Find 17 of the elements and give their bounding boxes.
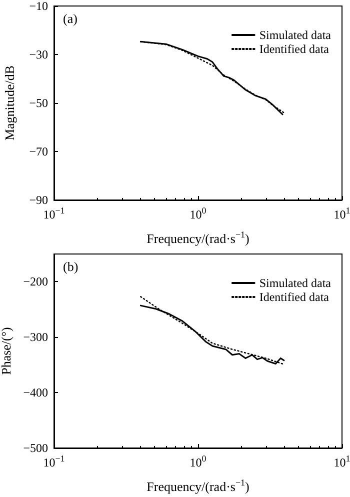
- y-axis-title: Phase/(°): [0, 327, 14, 375]
- annotation: (b): [63, 259, 78, 274]
- y-axis-title: Magnitude/dB: [2, 65, 17, 141]
- legend-label: Identified data: [259, 42, 330, 56]
- y-tick-label: −500: [23, 441, 48, 455]
- y-tick-label: −400: [23, 386, 48, 400]
- y-tick-label: −50: [29, 96, 48, 110]
- y-tick-label: −90: [29, 193, 48, 207]
- legend-label: Simulated data: [259, 28, 332, 42]
- legend-label: Simulated data: [259, 276, 332, 290]
- y-tick-label: −30: [29, 48, 48, 62]
- legend-label: Identified data: [259, 290, 330, 304]
- annotation: (a): [63, 11, 78, 26]
- y-tick-label: −200: [23, 274, 48, 289]
- y-tick-label: −10: [29, 0, 48, 13]
- y-tick-label: −300: [23, 330, 48, 344]
- y-tick-label: −70: [29, 144, 48, 158]
